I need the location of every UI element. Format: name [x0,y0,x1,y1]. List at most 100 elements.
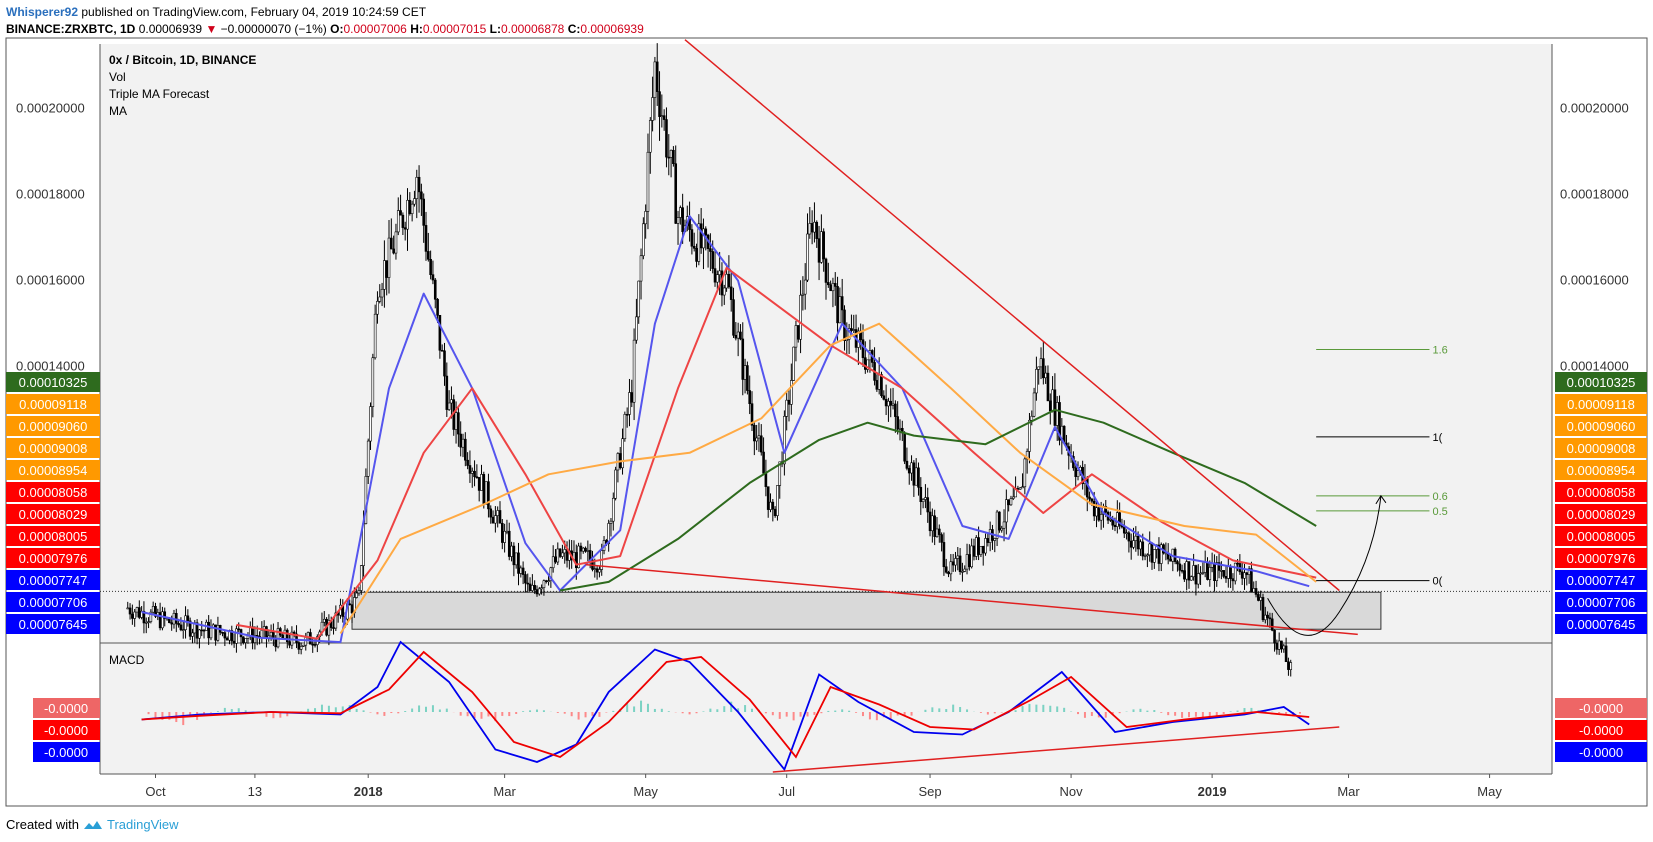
candle-body [151,606,155,613]
candle-body [378,296,382,302]
candle-body [840,296,844,311]
candle-body [195,622,199,639]
price-label-right-text: 0.00007976 [1567,551,1636,566]
published-text: published on TradingView.com, February 0… [81,5,427,19]
legend-item-triple-ma[interactable]: Triple MA Forecast [109,87,210,101]
candle-body [1143,555,1147,557]
candle-body [1231,578,1235,582]
candle-body [801,293,805,296]
macd-histogram-bar [1083,712,1086,718]
candle-body [1261,597,1265,621]
candle-body [436,298,439,316]
candle-body [642,223,645,257]
candle-body [299,646,303,650]
candle-body [954,558,957,566]
author-name[interactable]: Whisperer92 [6,5,79,19]
price-label-right-text: 0.00008954 [1567,463,1636,478]
macd-histogram-bar [938,708,941,712]
fib-level-label: 1.6 [1432,345,1447,357]
macd-histogram-bar [182,712,185,726]
candle-body [1252,588,1256,593]
macd-histogram-bar [931,707,934,712]
macd-histogram-bar [702,711,705,712]
candle-body [833,283,837,287]
candle-body [679,207,682,218]
price-label-left [6,482,100,502]
candle-body [981,546,985,554]
candle-body [288,641,291,646]
candle-body [732,299,735,336]
macd-histogram-bar [209,712,212,713]
chart-legend: 0x / Bitcoin, 1D, BINANCE Vol Triple MA … [109,52,256,120]
candle-body [961,571,964,573]
legend-item-vol[interactable]: Vol [109,70,126,84]
macd-histogram-bar [1153,710,1156,712]
macd-label-right-text: -0.0000 [1579,723,1623,738]
price-label-left-text: 0.00007706 [19,595,88,610]
candle-body [140,610,143,618]
price-label-right-text: 0.00009060 [1567,419,1636,434]
candle-body [1023,458,1027,488]
candle-body [928,511,932,532]
candle-body [898,427,902,430]
candle-body [695,248,698,262]
macd-histogram-bar [633,706,636,712]
candle-body [1044,372,1047,379]
candle-body [544,580,548,582]
macd-histogram-bar [709,708,712,712]
macd-histogram-bar [1021,706,1024,712]
candle-body [1196,573,1200,585]
candle-body [919,486,923,502]
candle-body [131,613,134,619]
candle-body [376,301,379,315]
candle-body [586,550,590,552]
candle-body [635,316,638,341]
legend-item-ma[interactable]: MA [109,104,127,118]
x-tick-label: Mar [493,784,516,799]
candle-body [468,465,472,474]
macd-label-left-text: -0.0000 [44,745,88,760]
macd-label-right [1555,742,1647,762]
macd-histogram-bar [1090,712,1093,716]
candle-body [501,522,504,543]
tradingview-brand[interactable]: TradingView [106,817,179,832]
candle-body [1183,570,1186,580]
candle-body [537,588,541,595]
macd-histogram-bar [411,708,414,712]
macd-histogram-bar [529,710,532,712]
candle-body [475,476,479,479]
candle-body [1180,569,1184,572]
candle-body [910,462,913,474]
price-label-right [1555,482,1647,502]
price-label-left-text: 0.00007976 [19,551,88,566]
candle-body [1076,470,1080,477]
candle-body [235,628,238,644]
macd-histogram-bar [1146,710,1149,712]
macd-histogram-bar [362,710,365,712]
candle-body [1236,562,1239,565]
candle-body [1208,567,1212,580]
candle-body [445,375,449,410]
candle-body [889,400,893,406]
candle-body [526,582,530,585]
candle-body [202,629,206,632]
macd-histogram-bar [1278,712,1281,713]
macd-histogram-bar [334,707,337,712]
macd-histogram-bar [341,706,344,712]
macd-histogram-bar [688,712,691,715]
macd-histogram-bar [896,712,899,716]
candle-body [944,566,948,573]
candle-body [766,486,770,510]
price-label-left-text: 0.00008058 [19,485,88,500]
candle-body [489,508,493,518]
price-label-left-text: 0.00009118 [19,397,87,412]
candle-body [1220,570,1223,572]
candle-body [783,416,786,465]
candle-body [237,628,241,631]
candle-body [1185,561,1188,580]
candle-body [877,374,881,390]
candle-body [623,414,627,440]
candle-body [722,287,726,296]
macd-histogram-bar [952,704,955,712]
